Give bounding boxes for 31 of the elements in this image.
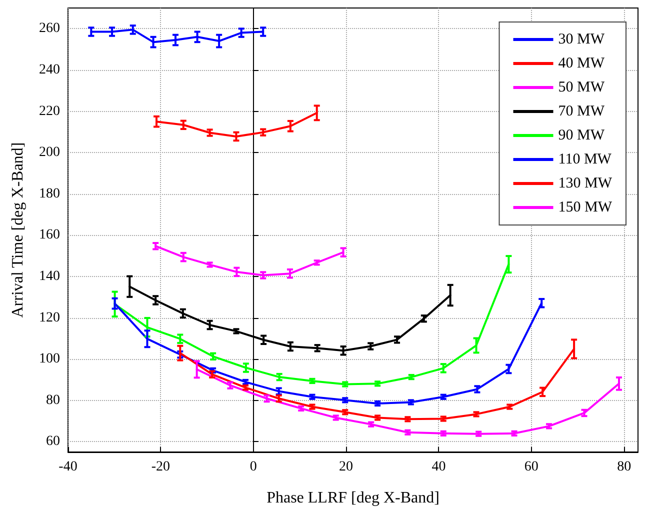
y-tick-label: 140 — [39, 268, 60, 284]
x-tick-label: 80 — [617, 460, 632, 474]
line-series — [114, 302, 543, 404]
legend-label: 130 MW — [558, 176, 613, 192]
y-tick-label: 180 — [39, 186, 60, 202]
legend-label: 30 MW — [558, 32, 606, 48]
legend-label: 50 MW — [558, 80, 606, 96]
y-tick-label: 240 — [39, 62, 60, 78]
y-axis-title: Arrival Time [deg X-Band] — [10, 142, 26, 318]
x-tick-label: -20 — [151, 460, 170, 474]
x-tick-label: 60 — [524, 460, 538, 474]
legend-label: 70 MW — [558, 104, 606, 120]
legend-label: 110 MW — [558, 152, 612, 168]
y-tick-label: 260 — [39, 21, 60, 36]
x-axis-title: Phase LLRF [deg X-Band] — [266, 490, 440, 506]
x-tick-label: 40 — [432, 460, 446, 474]
y-tick-label: 80 — [46, 392, 60, 408]
legend-label: 150 MW — [558, 200, 613, 216]
line-series — [90, 28, 264, 44]
y-tick-label: 160 — [39, 228, 60, 243]
legend-label: 40 MW — [558, 56, 606, 72]
y-tick-label: 220 — [39, 104, 60, 119]
y-tick-label: 100 — [39, 352, 60, 367]
x-tick-label: 0 — [250, 460, 257, 474]
y-tick-label: 120 — [39, 310, 60, 326]
x-tick-label: -40 — [58, 460, 78, 474]
y-tick-label: 200 — [39, 145, 60, 160]
legend-label: 90 MW — [558, 128, 606, 144]
x-tick-label: 20 — [339, 460, 354, 474]
line-series — [154, 245, 344, 276]
y-tick-label: 60 — [46, 434, 60, 450]
